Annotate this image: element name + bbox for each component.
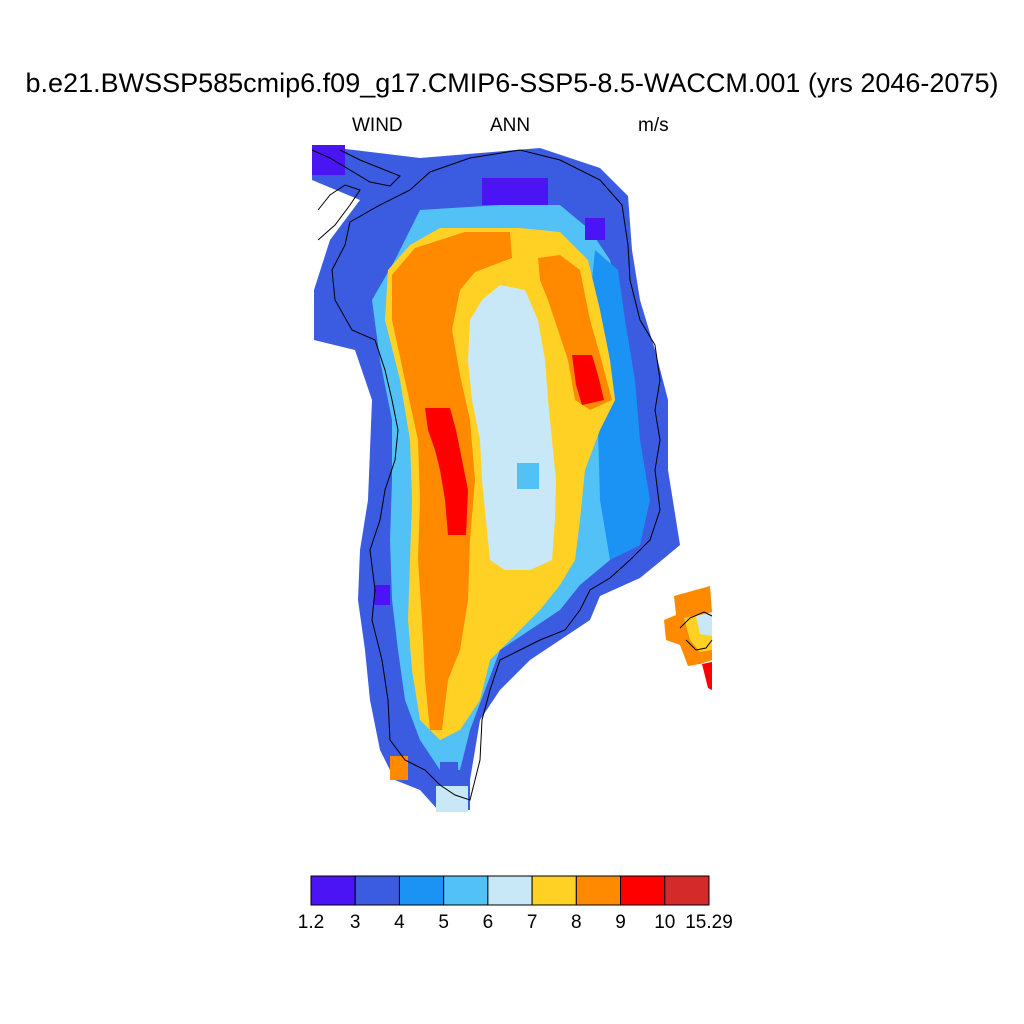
ellesmere-coastline (311, 149, 401, 187)
iceland-red (702, 662, 712, 690)
colorbar-tick-label: 3 (350, 912, 361, 933)
max-east-9-10 (572, 355, 604, 405)
colorbar-tick-label: 15.29 (685, 912, 733, 933)
wind-field (312, 145, 712, 812)
plot-title: b.e21.BWSSP585cmip6.f09_g17.CMIP6-SSP5-8… (25, 68, 999, 98)
season-label: ANN (490, 115, 531, 136)
band-east-4-5 (590, 250, 650, 560)
interior-5-6-cell (517, 463, 539, 489)
colorbar-tick-label: 6 (483, 912, 494, 933)
units-label: m/s (638, 115, 669, 136)
colorbar-tick-label: 8 (571, 912, 582, 933)
colorbar-box-3 (443, 875, 489, 906)
colorbar-box-7 (620, 875, 666, 906)
colorbar-tick-label: 9 (615, 912, 626, 933)
colorbar-tick-label: 4 (394, 912, 405, 933)
north-west-min (312, 145, 345, 175)
coastline (311, 149, 713, 801)
ellesmere-coastline-2 (317, 184, 361, 241)
max-west-9-10 (425, 408, 468, 535)
colorbar-box-5 (531, 875, 577, 906)
colorbar-tick-label: 7 (527, 912, 538, 933)
south-orange-cell (390, 756, 408, 780)
west-min-cell (374, 585, 390, 605)
colorbar-boxes (310, 875, 710, 906)
colorbar-box-4 (487, 875, 533, 906)
colorbar-box-2 (398, 875, 445, 906)
north-min-cells (482, 178, 548, 205)
ne-min-cell (585, 218, 605, 240)
colorbar-tick-label: 1.2 (298, 912, 324, 933)
greenland-coastline (331, 149, 661, 801)
iceland-light (696, 612, 712, 636)
colorbar-tick-label: 10 (654, 912, 675, 933)
colorbar-box-8 (664, 875, 710, 906)
colorbar-box-6 (575, 875, 622, 906)
south-light-cell (436, 786, 468, 812)
colorbar-box-0 (310, 875, 356, 906)
south-blue-cell (440, 762, 458, 784)
colorbar-box-1 (354, 875, 400, 906)
iceland-coastline (679, 611, 713, 651)
colorbar-ticks: 1.2 3 4 5 6 7 8 9 10 15.29 (298, 912, 733, 933)
band-interior-6-7 (468, 285, 556, 570)
variable-label: WIND (352, 115, 403, 136)
colorbar-tick-label: 5 (438, 912, 449, 933)
